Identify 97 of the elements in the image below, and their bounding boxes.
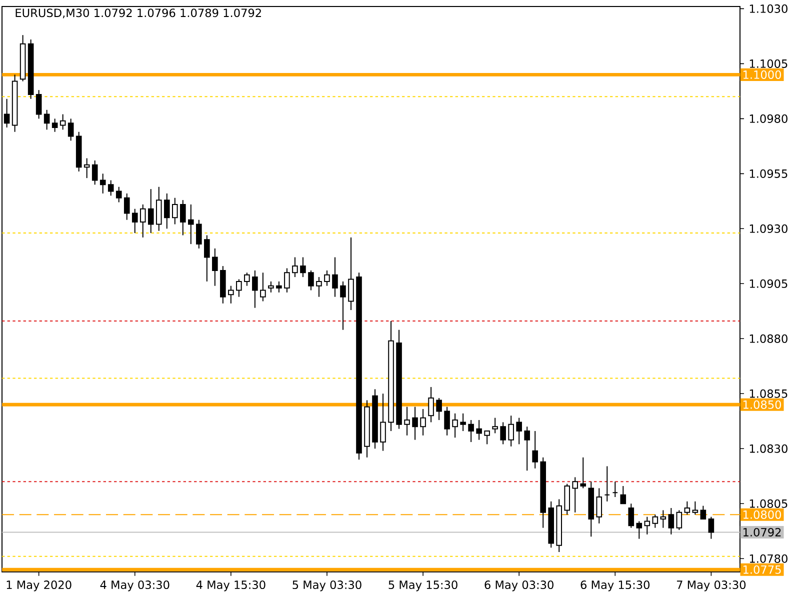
candlestick <box>196 219 202 250</box>
candlestick <box>332 256 338 298</box>
ref-line-label: 1.0775 <box>744 565 781 574</box>
candlestick <box>412 406 418 440</box>
y-tick-label: 1.0855 <box>750 389 788 398</box>
candlestick <box>500 422 506 445</box>
candlestick <box>476 420 482 440</box>
candlestick <box>692 501 698 516</box>
candlestick <box>108 180 114 196</box>
y-tick-label: 1.0955 <box>750 169 788 178</box>
candlestick <box>44 109 50 130</box>
candlestick <box>420 408 426 436</box>
candlestick <box>580 457 586 489</box>
candlestick <box>132 208 138 234</box>
candlestick <box>204 234 210 282</box>
candlestick <box>652 514 658 528</box>
candlestick <box>68 118 74 142</box>
candlestick <box>60 114 66 130</box>
candlestick <box>516 417 522 445</box>
x-tick-label: 5 May 03:30 <box>292 580 362 592</box>
candlestick <box>460 413 466 432</box>
candlestick <box>292 256 298 278</box>
candlestick <box>92 160 98 186</box>
candlestick <box>36 90 42 120</box>
chart-title: EURUSD,M30 1.0792 1.0796 1.0789 1.0792 <box>16 8 261 18</box>
candlestick <box>252 270 258 308</box>
candlestick <box>284 268 290 294</box>
candlestick <box>660 510 666 528</box>
candlestick <box>308 270 314 291</box>
y-tick-label: 1.0980 <box>750 114 788 124</box>
candlestick <box>444 406 450 436</box>
candlestick <box>212 248 218 286</box>
candlestick <box>636 520 642 540</box>
x-tick-label: 4 May 15:30 <box>196 580 266 592</box>
candlestick <box>244 272 250 286</box>
ref-line-label: 1.0800 <box>744 510 782 519</box>
candlestick <box>620 486 626 504</box>
candlestick <box>708 516 714 540</box>
y-tick-label: 1.0880 <box>750 334 788 344</box>
candlestick <box>484 430 490 445</box>
candlestick <box>340 281 346 330</box>
ref-line-label: 1.0792 <box>744 528 781 537</box>
candlestick <box>268 281 274 294</box>
candlestick <box>572 476 578 514</box>
x-tick-label: 4 May 03:30 <box>100 580 170 592</box>
candlestick <box>324 270 330 286</box>
candlestick <box>676 510 682 531</box>
x-tick-label: 5 May 15:30 <box>388 580 458 592</box>
candlestick <box>172 197 178 225</box>
candlestick <box>428 386 434 423</box>
candlestick <box>236 278 242 298</box>
candlestick <box>532 430 538 470</box>
candlestick <box>148 188 154 234</box>
x-tick-label: 7 May 03:30 <box>676 580 746 592</box>
candlestick <box>276 281 282 294</box>
candlestick <box>628 503 634 528</box>
candlestick <box>508 415 514 448</box>
candlestick <box>52 118 58 132</box>
x-tick-label: 1 May 2020 <box>6 580 72 592</box>
candlestick <box>348 237 354 311</box>
candlestick <box>612 481 618 498</box>
candlestick <box>140 204 146 238</box>
candlestick <box>436 398 442 421</box>
y-tick-label: 1.1005 <box>750 60 788 68</box>
candlestick <box>116 186 122 203</box>
candlestick <box>468 420 474 443</box>
candlestick <box>100 173 106 194</box>
x-tick-label: 6 May 15:30 <box>580 580 650 592</box>
candlestick <box>524 426 530 472</box>
y-tick-label: 1.0905 <box>750 279 788 288</box>
candlestick <box>164 193 170 230</box>
candlestick <box>228 285 234 304</box>
y-tick-label: 1.0805 <box>750 499 788 508</box>
ref-line-label: 1.1000 <box>744 70 782 80</box>
x-tick-label: 6 May 03:30 <box>484 580 554 592</box>
candlestick <box>188 204 194 245</box>
candlestick <box>316 276 322 298</box>
candlestick <box>700 505 706 520</box>
candlestick <box>668 508 674 536</box>
candlestick <box>260 272 266 302</box>
candlestick <box>492 417 498 434</box>
y-tick-label: 1.1030 <box>750 4 788 14</box>
y-tick-label: 1.0930 <box>750 224 788 234</box>
ref-line-label: 1.0850 <box>744 400 782 410</box>
candlestick <box>596 488 602 524</box>
candlestick <box>604 466 610 502</box>
y-tick-label: 1.0780 <box>750 554 788 563</box>
candlestick <box>84 158 90 179</box>
y-tick-label: 1.0830 <box>750 444 788 453</box>
candlestick <box>404 406 410 436</box>
candlestick <box>452 413 458 438</box>
candlestick <box>684 501 690 516</box>
candlestick <box>380 393 386 452</box>
candlestick <box>300 256 306 278</box>
candlestick <box>644 516 650 536</box>
candlestick <box>180 200 186 236</box>
candlestick <box>124 193 130 220</box>
